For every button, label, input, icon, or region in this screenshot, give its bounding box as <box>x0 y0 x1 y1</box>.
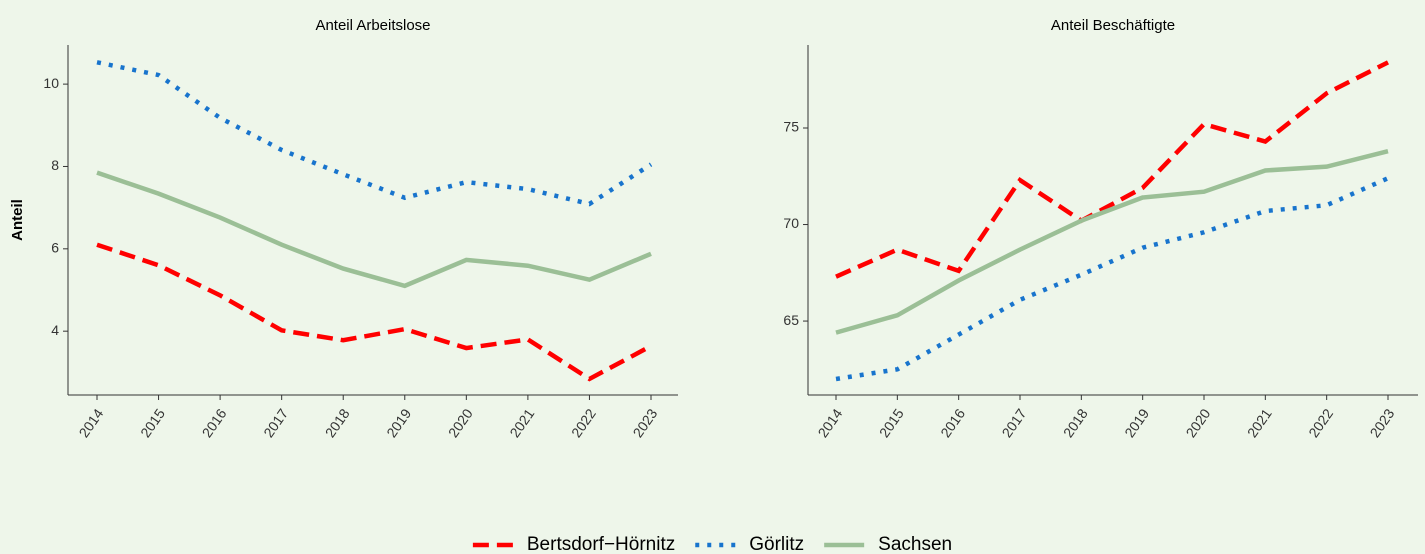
y-tick-label: 65 <box>783 312 799 328</box>
y-tick-label: 75 <box>783 119 799 135</box>
line-series <box>835 148 1389 335</box>
x-tick-label: 2023 <box>630 406 661 441</box>
line-series <box>96 242 653 382</box>
x-tick-label: 2023 <box>1367 406 1398 441</box>
legend-label: Sachsen <box>878 534 952 554</box>
x-tick-label: 2021 <box>506 406 537 441</box>
y-tick-label: 10 <box>43 75 59 91</box>
x-tick-label: 2021 <box>1244 406 1275 441</box>
x-tick-label: 2015 <box>876 406 907 441</box>
line-series <box>835 176 1389 382</box>
line-series <box>96 60 653 207</box>
x-tick-label: 2017 <box>260 406 291 441</box>
line-series <box>835 60 1390 279</box>
line-series <box>96 170 652 289</box>
chart-title: Anteil Beschäftigte <box>1051 17 1175 34</box>
x-tick-label: 2022 <box>1305 406 1336 441</box>
legend-label: Görlitz <box>749 534 804 554</box>
x-tick-label: 2020 <box>1183 406 1214 441</box>
x-tick-label: 2019 <box>383 406 414 441</box>
x-tick-label: 2018 <box>322 406 353 441</box>
y-tick-label: 6 <box>51 240 59 256</box>
x-tick-label: 2014 <box>815 406 846 441</box>
x-tick-label: 2016 <box>937 406 968 441</box>
chart-title: Anteil Arbeitslose <box>315 17 430 34</box>
x-tick-label: 2016 <box>199 406 230 441</box>
x-tick-label: 2019 <box>1121 406 1152 441</box>
y-tick-label: 4 <box>51 322 59 338</box>
y-axis-label: Anteil <box>9 199 26 241</box>
x-tick-label: 2017 <box>999 406 1030 441</box>
x-tick-label: 2022 <box>568 406 599 441</box>
x-tick-label: 2014 <box>76 406 107 441</box>
legend-label: Bertsdorf−Hörnitz <box>527 534 675 554</box>
x-tick-label: 2015 <box>137 406 168 441</box>
y-tick-label: 8 <box>51 157 59 173</box>
x-tick-label: 2018 <box>1060 406 1091 441</box>
x-tick-label: 2020 <box>445 406 476 441</box>
y-tick-label: 70 <box>783 215 799 231</box>
